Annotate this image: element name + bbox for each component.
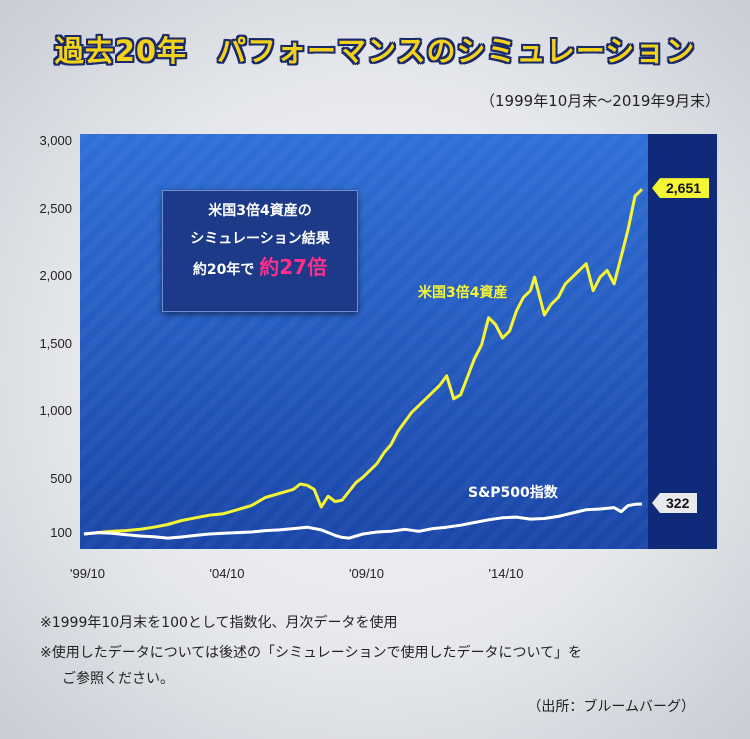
y-tick-label: 3,000 <box>39 133 72 148</box>
series-line-sp500 <box>83 502 643 540</box>
side-band <box>648 134 717 549</box>
x-tick-label: '14/10 <box>488 566 524 581</box>
infobox-line3-prefix: 約20年で <box>192 262 255 278</box>
x-tick-label: '09/10 <box>349 566 385 581</box>
note-2: ※使用したデータについては後述の「シミュレーションで使用したデータについて」を <box>40 645 583 661</box>
end-value-leveraged: 2,651 <box>652 178 710 199</box>
source-label: （出所：ブルームバーグ） <box>527 699 695 715</box>
y-tick-label: 1,000 <box>39 403 72 419</box>
y-tick-label: 1,500 <box>39 335 72 351</box>
y-tick-label: 100 <box>50 525 72 540</box>
result-infobox: 米国3倍4資産の シミュレーション結果 約20年で 約27倍 <box>162 190 358 312</box>
y-tick-label: 2,500 <box>39 200 72 216</box>
x-tick-label: '04/10 <box>209 566 245 581</box>
x-tick-label: '99/10 <box>70 566 106 581</box>
series-line-leveraged <box>83 188 644 536</box>
chart-title: 過去20年 パフォーマンスのシミュレーション <box>54 34 696 68</box>
note-1: ※1999年10月末を100として指数化、月次データを使用 <box>40 615 398 631</box>
infobox-line1: 米国3倍4資産の <box>208 203 312 219</box>
y-tick-label: 500 <box>50 470 72 486</box>
end-value-sp500: 322 <box>652 492 698 513</box>
legend-leveraged: 米国3倍4資産 <box>418 285 508 301</box>
infobox-line3: 約20年で 約27倍 <box>163 253 357 284</box>
y-tick-label: 2,000 <box>39 268 72 284</box>
note-3: ご参照ください。 <box>62 671 174 687</box>
infobox-line2: シミュレーション結果 <box>190 231 330 247</box>
infobox-highlight: 約27倍 <box>259 255 328 279</box>
legend-sp500: S&P500指数 <box>468 485 558 501</box>
period-label: （1999年10月末〜2019年9月末） <box>480 92 720 110</box>
